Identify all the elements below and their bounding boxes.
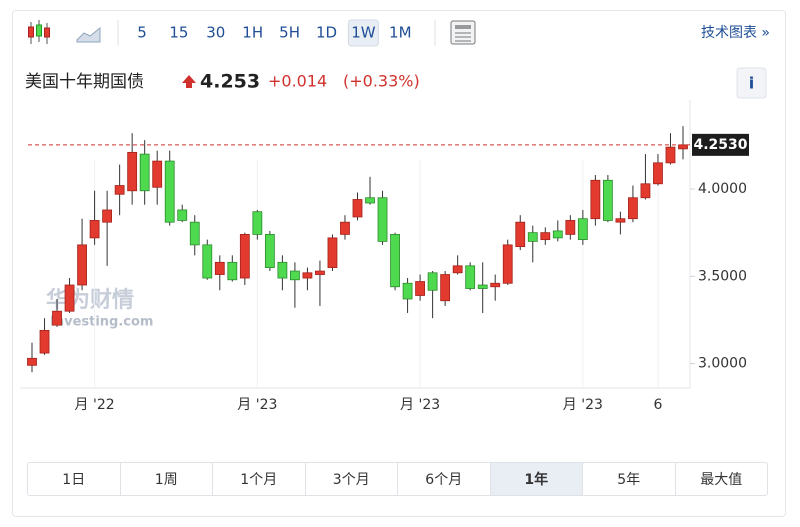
x-tick-label: 月 '23 — [400, 397, 440, 413]
candle-body — [440, 274, 451, 302]
candle-body — [315, 270, 325, 275]
candle-body — [502, 244, 513, 284]
interval-button[interactable]: 15 — [169, 24, 188, 42]
candle-body — [39, 329, 50, 354]
candle-body — [227, 261, 238, 281]
interval-button[interactable]: 5H — [279, 24, 300, 42]
range-button[interactable]: 6个月 — [397, 463, 490, 495]
candle-icon[interactable] — [28, 20, 50, 44]
candle-body — [640, 183, 651, 199]
candle-body — [540, 232, 551, 241]
candle-body — [552, 230, 563, 239]
candle-body — [653, 162, 663, 185]
candle-body — [377, 197, 388, 242]
x-tick-label: 月 '23 — [237, 397, 277, 413]
candle-body — [64, 284, 75, 312]
last-price-label: 4.2530 — [693, 137, 747, 153]
candle-body — [465, 265, 476, 289]
range-button[interactable]: 1年 — [489, 463, 582, 495]
watermark-brand: 华为财情 — [46, 287, 134, 313]
candle-body — [628, 197, 638, 220]
info-button[interactable] — [736, 67, 767, 99]
candle-body — [164, 160, 175, 223]
y-tick-label: 3.5000 — [698, 268, 747, 284]
candle-body — [515, 221, 526, 248]
candle-body — [127, 151, 138, 192]
candle-body — [452, 265, 463, 274]
candle-body — [678, 144, 688, 150]
candle-body — [239, 233, 250, 279]
candle-body — [202, 244, 213, 279]
candle-body — [490, 282, 501, 288]
candle-body — [602, 179, 613, 221]
candle-body — [302, 272, 313, 279]
last-price-box — [692, 133, 749, 156]
instrument-title: 美国十年期国债 — [25, 72, 144, 92]
range-button[interactable]: 5年 — [582, 463, 675, 495]
candle-body — [615, 218, 626, 223]
candle-body — [277, 261, 288, 279]
candle-body — [114, 185, 125, 195]
candle-body — [527, 232, 538, 242]
range-bar: 1日 1周 1个月 3个月 6个月 1年 5年 最大值 — [27, 462, 768, 496]
y-tick-label: 4.0000 — [698, 181, 747, 197]
candle-body — [352, 199, 363, 218]
range-button[interactable]: 1日 — [62, 472, 86, 488]
widget — [12, 10, 786, 517]
x-tick-label: 月 '23 — [563, 397, 603, 413]
interval-button[interactable]: 1D — [316, 24, 337, 42]
interval-active-bg — [347, 19, 379, 47]
tech-chart-link[interactable]: 技术图表 » — [701, 25, 770, 41]
interval-button[interactable]: 30 — [206, 24, 225, 42]
candle-body — [415, 281, 425, 296]
change-pct: (+0.33%) — [343, 72, 420, 91]
y-tick-label: 3.0000 — [698, 356, 747, 372]
range-button[interactable]: 1周 — [119, 463, 213, 495]
up-arrow — [182, 75, 196, 88]
candle-body — [102, 209, 113, 223]
candle-body — [590, 179, 601, 220]
interval-button[interactable]: 1M — [389, 24, 412, 42]
candle-body — [577, 218, 588, 241]
candle-body — [77, 244, 87, 286]
range-button[interactable]: 3个月 — [304, 463, 398, 495]
x-tick-label: 6 — [654, 397, 663, 413]
price: 4.253 — [200, 71, 260, 93]
interval-button[interactable]: 5 — [137, 24, 147, 42]
candle-body — [214, 261, 225, 275]
table-icon[interactable] — [450, 20, 476, 45]
candle-body — [665, 146, 676, 164]
candle-body — [52, 310, 62, 326]
candle-body — [139, 153, 150, 192]
candle-body — [264, 233, 275, 268]
candle-body — [427, 272, 438, 291]
candle-body — [327, 237, 338, 268]
candle-body — [340, 221, 350, 235]
change: +0.014 — [268, 72, 327, 91]
candle-body — [27, 357, 37, 366]
range-button[interactable]: 1个月 — [212, 463, 305, 495]
candle-body — [152, 160, 163, 188]
interval-button[interactable]: 1W — [351, 24, 376, 42]
watermark-site: Investing.com — [50, 315, 153, 330]
info-label[interactable]: i — [749, 74, 754, 93]
candle-body — [477, 284, 488, 289]
candle-body — [365, 197, 375, 204]
range-button[interactable]: 最大值 — [674, 463, 768, 495]
candle-body — [189, 221, 200, 246]
interval-button[interactable]: 1H — [242, 24, 263, 42]
candle-body — [390, 233, 400, 288]
candle-body — [177, 209, 188, 221]
candle-body — [290, 270, 300, 281]
candle-body — [565, 220, 576, 235]
area-icon[interactable] — [76, 26, 101, 43]
candle-body — [252, 211, 263, 235]
candle-body — [402, 282, 413, 300]
candle-body — [89, 220, 100, 239]
x-tick-label: 月 '22 — [75, 397, 115, 413]
